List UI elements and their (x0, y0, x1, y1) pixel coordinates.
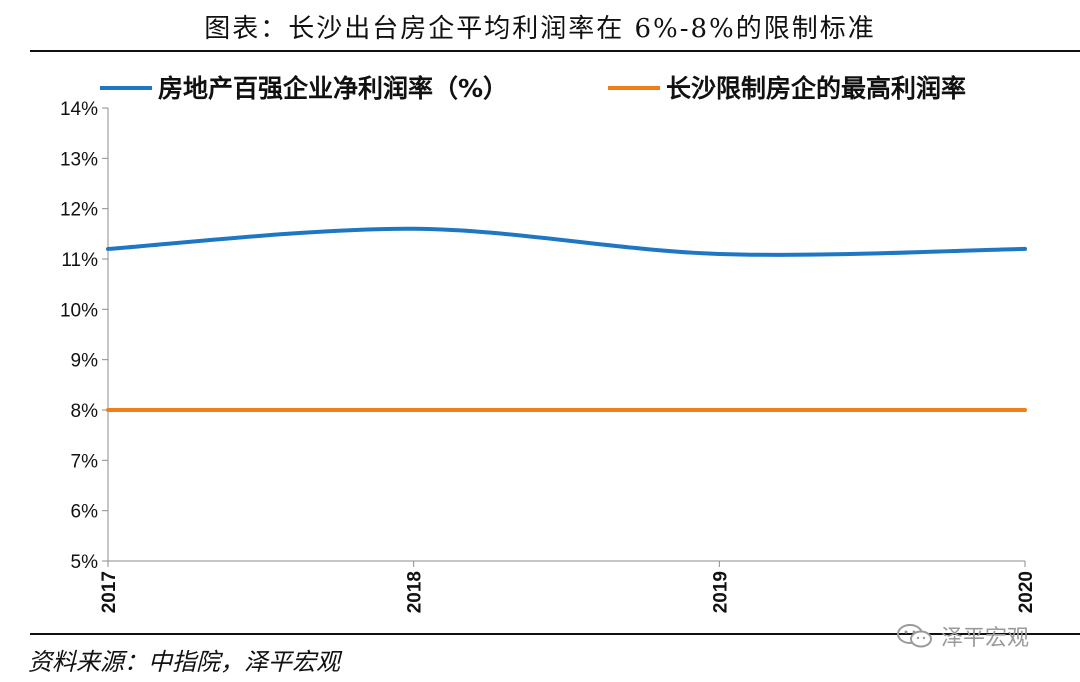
x-tick-label: 2017 (99, 571, 120, 613)
x-axis: 2017 2018 2019 2020 (99, 560, 1037, 613)
wechat-icon (897, 624, 932, 648)
watermark-text: 泽平宏观 (941, 626, 1030, 651)
x-tick-label: 2018 (405, 571, 426, 613)
y-tick-label: 8% (71, 401, 99, 422)
top-rule (30, 50, 1080, 52)
y-tick-label: 5% (71, 552, 99, 573)
y-tick-label: 12% (60, 200, 98, 221)
y-tick-label: 14% (60, 99, 98, 120)
series-line-0 (106, 226, 1027, 257)
series-group (106, 226, 1027, 413)
source-note: 资料来源：中指院，泽平宏观 (28, 648, 340, 676)
line-chart: 房地产百强企业净利润率（%） 长沙限制房企的最高利润率 14%13%12%11%1… (60, 74, 1037, 613)
y-tick-label: 6% (71, 502, 99, 523)
legend: 房地产百强企业净利润率（%） 长沙限制房企的最高利润率 (100, 74, 966, 103)
bottom-rule (30, 633, 1080, 635)
watermark: 泽平宏观 (895, 620, 1029, 652)
x-tick-label: 2019 (710, 571, 731, 613)
x-tick-label: 2020 (1016, 571, 1037, 613)
y-tick-label: 7% (71, 451, 99, 472)
legend-label-1: 长沙限制房企的最高利润率 (666, 74, 966, 103)
y-tick-label: 11% (61, 250, 98, 271)
legend-label-0: 房地产百强企业净利润率（%） (158, 74, 508, 103)
y-tick-label: 9% (71, 351, 99, 372)
y-tick-label: 13% (60, 149, 98, 170)
y-tick-label: 10% (60, 300, 98, 321)
y-axis: 14% 13% 12% 11% 10% 9% 8% 7% 6% 5% (60, 99, 109, 573)
chart-title: 图表：长沙出台房企平均利润率在 6%-8%的限制标准 (204, 14, 876, 44)
